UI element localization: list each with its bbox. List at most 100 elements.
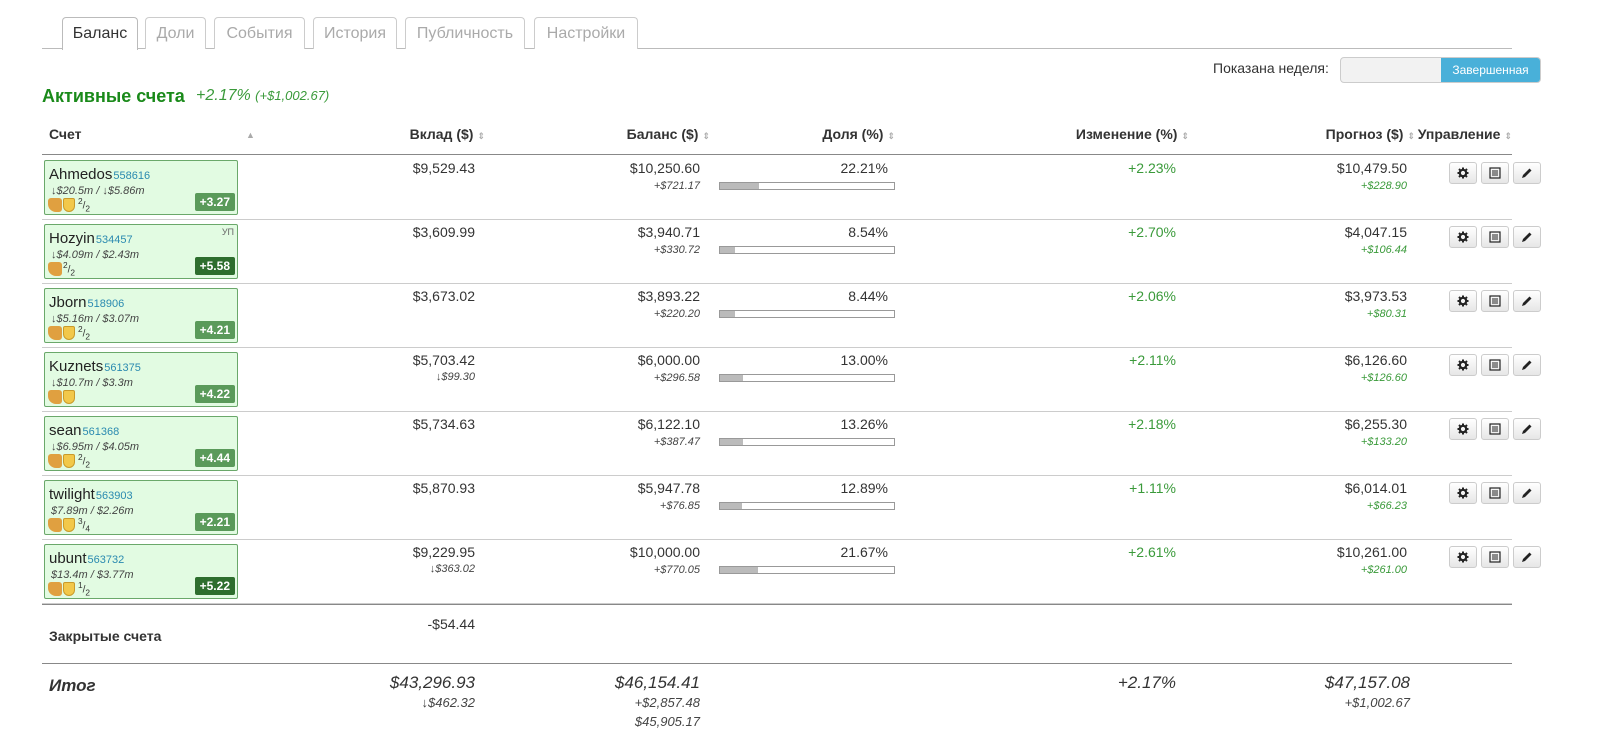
col-balance[interactable]: Баланс ($) ⇕ — [627, 126, 710, 142]
share-value: 12.89% — [840, 480, 888, 496]
col-change[interactable]: Изменение (%) ⇕ — [1076, 126, 1189, 142]
week-toggle-selected[interactable]: Завершенная — [1441, 58, 1540, 82]
share-bar-fill — [720, 439, 744, 445]
forecast-sub: +$261.00 — [1360, 564, 1407, 576]
account-name[interactable]: Kuznets561375 — [49, 358, 141, 375]
gear-icon — [1457, 295, 1469, 307]
details-button[interactable] — [1481, 226, 1509, 248]
settings-button[interactable] — [1449, 226, 1477, 248]
col-deposit-label: Вклад ($) — [409, 126, 474, 142]
week-toggle[interactable]: Завершенная — [1340, 57, 1541, 83]
edit-button[interactable] — [1513, 354, 1541, 376]
table-row: sean561368 ↓$6.95m / $4.05m 2/2 +4.44 $5… — [0, 412, 1622, 476]
account-card[interactable]: Kuznets561375 ↓$10.7m / $3.3m +4.22 — [44, 352, 238, 407]
col-share[interactable]: Доля (%) ⇕ — [822, 126, 895, 142]
account-card[interactable]: Ahmedos558616 ↓$20.5m / ↓$5.86m 2/2 +3.2… — [44, 160, 238, 215]
col-forecast-label: Прогноз ($) — [1325, 126, 1404, 142]
row-divider — [42, 219, 1512, 220]
account-name[interactable]: twilight563903 — [49, 486, 133, 503]
settings-button[interactable] — [1449, 482, 1477, 504]
row-divider — [42, 475, 1512, 476]
edit-button[interactable] — [1513, 162, 1541, 184]
balance-sub: +$387.47 — [653, 436, 700, 448]
col-manage[interactable]: Управление ⇕ — [1418, 126, 1512, 142]
settings-button[interactable] — [1449, 162, 1477, 184]
account-card[interactable]: sean561368 ↓$6.95m / $4.05m 2/2 +4.44 — [44, 416, 238, 471]
account-id[interactable]: 563903 — [95, 490, 133, 502]
account-icons: 3/4 — [48, 516, 90, 534]
edit-button[interactable] — [1513, 226, 1541, 248]
details-button[interactable] — [1481, 290, 1509, 312]
details-button[interactable] — [1481, 546, 1509, 568]
tab-shares[interactable]: Доли — [145, 17, 206, 49]
forecast-value: $10,479.50 — [1336, 160, 1407, 176]
account-name[interactable]: Hozyin534457 — [49, 230, 133, 247]
sort-icon[interactable]: ▲ — [246, 130, 255, 140]
account-id[interactable]: 561375 — [104, 362, 141, 374]
edit-button[interactable] — [1513, 546, 1541, 568]
details-button[interactable] — [1481, 482, 1509, 504]
settings-button[interactable] — [1449, 546, 1477, 568]
total-deposit: $43,296.93 — [389, 673, 475, 692]
deposit-value: $3,609.99 — [412, 224, 475, 240]
details-button[interactable] — [1481, 418, 1509, 440]
total-deposit-sub: ↓$462.32 — [421, 695, 476, 710]
tab-publicity[interactable]: Публичность — [405, 17, 525, 49]
account-card[interactable]: Hozyin534457 УП ↓$4.09m / $2.43m 2/2 +5.… — [44, 224, 238, 279]
settings-button[interactable] — [1449, 354, 1477, 376]
fraction-num: 2 — [63, 260, 68, 271]
account-card[interactable]: ubunt563732 $13.4m / $3.77m 1/2 +5.22 — [44, 544, 238, 599]
settings-button[interactable] — [1449, 290, 1477, 312]
details-button[interactable] — [1481, 354, 1509, 376]
account-name-text: Ahmedos — [49, 166, 113, 183]
account-id[interactable]: 558616 — [113, 170, 151, 182]
fraction-num: 2 — [78, 452, 83, 463]
account-id[interactable]: 561368 — [82, 426, 120, 438]
edit-button[interactable] — [1513, 418, 1541, 440]
details-button[interactable] — [1481, 162, 1509, 184]
account-name-text: ubunt — [49, 550, 87, 567]
account-tag: УП — [221, 227, 234, 237]
share-value: 8.54% — [848, 224, 888, 240]
edit-button[interactable] — [1513, 482, 1541, 504]
forecast-value: $6,126.60 — [1344, 352, 1407, 368]
account-id[interactable]: 534457 — [95, 234, 133, 246]
fraction-den: 2 — [85, 203, 91, 214]
forecast-value: $4,047.15 — [1344, 224, 1407, 240]
tab-history[interactable]: История — [313, 17, 397, 49]
balance-value: $10,000.00 — [629, 544, 700, 560]
list-icon — [1489, 359, 1501, 371]
change-value: +2.61% — [1128, 544, 1176, 560]
account-name[interactable]: ubunt563732 — [49, 550, 124, 567]
account-name[interactable]: Ahmedos558616 — [49, 166, 150, 183]
edit-button[interactable] — [1513, 290, 1541, 312]
account-volume: $7.89m / $2.26m — [51, 505, 134, 517]
col-forecast[interactable]: Прогноз ($) ⇕ — [1326, 126, 1415, 142]
account-card[interactable]: twilight563903 $7.89m / $2.26m 3/4 +2.21 — [44, 480, 238, 535]
settings-button[interactable] — [1449, 418, 1477, 440]
account-icons: 1/2 — [48, 580, 91, 598]
account-card[interactable]: Jborn518906 ↓$5.16m / $3.07m 2/2 +4.21 — [44, 288, 238, 343]
gear-icon — [1457, 551, 1469, 563]
account-name-text: sean — [49, 422, 82, 439]
tab-balance[interactable]: Баланс — [62, 17, 138, 50]
account-fraction: 2/2 — [63, 260, 76, 278]
balance-value: $10,250.60 — [629, 160, 700, 176]
account-id[interactable]: 563732 — [87, 554, 125, 566]
balance-sub: +$296.58 — [653, 372, 700, 384]
tab-events[interactable]: События — [214, 17, 305, 49]
forecast-sub: +$106.44 — [1360, 244, 1407, 256]
fraction-den: 2 — [85, 587, 91, 598]
list-icon — [1489, 551, 1501, 563]
col-deposit[interactable]: Вклад ($) ⇕ — [410, 126, 485, 142]
share-bar-fill — [720, 375, 743, 381]
col-account[interactable]: Счет — [49, 126, 82, 142]
account-name[interactable]: Jborn518906 — [49, 294, 124, 311]
account-fraction: 2/2 — [78, 452, 91, 470]
account-id[interactable]: 518906 — [87, 298, 125, 310]
share-bar — [719, 374, 895, 382]
tab-settings[interactable]: Настройки — [534, 17, 638, 49]
account-name[interactable]: sean561368 — [49, 422, 119, 439]
sort-icon: ⇕ — [702, 131, 710, 141]
account-fraction: 2/2 — [78, 196, 91, 214]
